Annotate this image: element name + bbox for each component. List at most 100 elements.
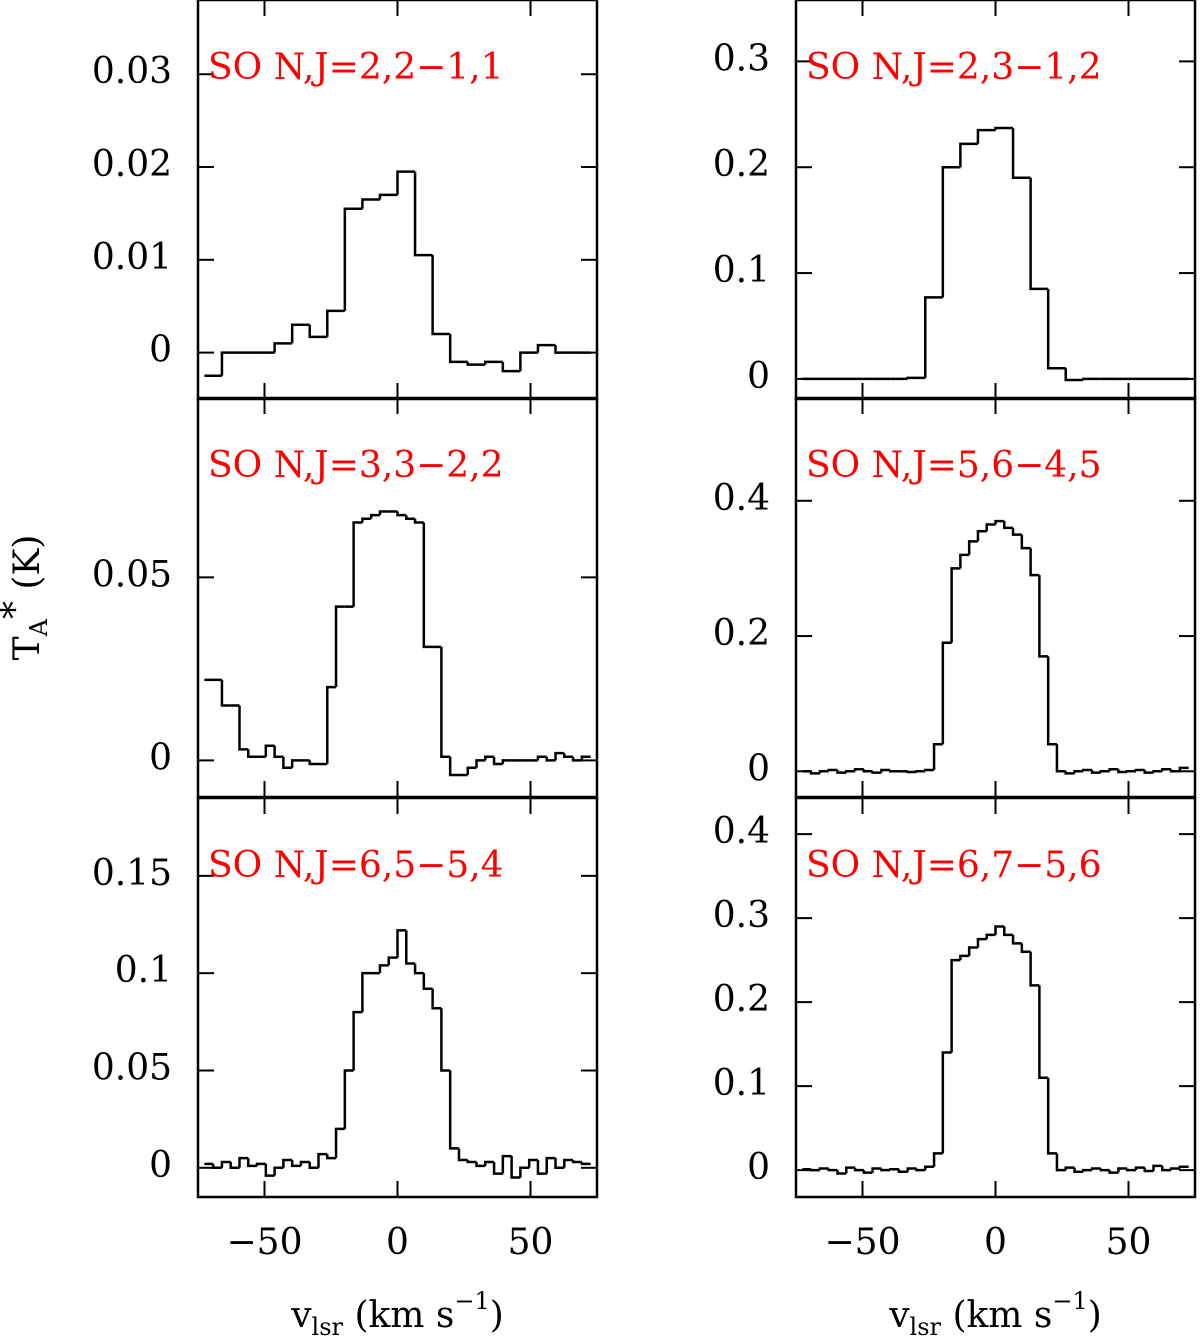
step-segment [273,342,293,353]
label-part: (K) [7,535,48,601]
step-segment [308,324,328,339]
line-label: SO N,J=6,5−5,4 [208,845,504,886]
step-segment [211,1163,222,1170]
step-segment [229,1161,240,1170]
step-segment [994,519,1005,525]
step-segment [862,769,873,773]
step-segment [247,1158,258,1168]
step-segment [431,988,442,1010]
step-segment [924,296,943,378]
step-segment [967,540,978,555]
step-segment [264,1163,275,1177]
x-tick-label: 50 [508,1222,554,1263]
y-tick-label: 0.01 [92,237,172,278]
y-axis-label: TA* (K) [0,535,53,661]
step-segment [827,768,838,772]
step-segment [378,964,389,974]
step-segment [924,768,935,772]
step-segment [1125,770,1136,773]
line-label: SO N,J=2,3−1,2 [806,47,1102,88]
step-segment [413,171,433,257]
x-tick-label: −50 [825,1222,901,1263]
step-segment [519,351,538,372]
step-segment [484,755,495,761]
step-segment [571,1160,582,1164]
step-segment [352,1010,363,1071]
step-segment [466,361,486,366]
step-segment [1152,770,1163,773]
label-part: A [25,618,53,637]
step-segment [853,1167,864,1172]
label-part: v [888,1295,910,1336]
step-segment [501,1154,512,1174]
step-segment [536,755,547,761]
step-segment [924,1165,935,1171]
step-segment [247,749,258,758]
line-label: SO N,J=2,2−1,1 [208,47,504,88]
x-tick-label: −50 [227,1222,303,1263]
step-segment [317,1152,328,1168]
step-segment [361,971,372,1013]
step-segment [1161,768,1172,772]
y-tick-label: 0.03 [92,51,172,92]
step-segment [976,937,987,948]
step-segment [1029,548,1040,577]
step-segment [906,770,917,774]
step-segment [422,522,433,649]
step-segment [1117,1167,1128,1173]
step-segment [273,745,284,758]
y-tick-label: 0.05 [92,554,172,595]
step-segment [220,679,231,707]
step-segment [941,165,961,298]
step-segment [308,760,319,766]
step-segment [906,1167,917,1172]
label-part: lsr [910,1313,942,1341]
step-segment [536,343,556,353]
step-segment [554,345,574,354]
step-segment [985,933,996,940]
step-segment [1055,1153,1066,1172]
step-segment [563,753,574,758]
step-segment [290,759,301,768]
step-segment [290,1160,301,1168]
step-segment [238,705,249,751]
step-segment [976,529,987,542]
y-tick-label: 0.1 [713,250,770,291]
step-segment [431,255,451,336]
step-segment [220,351,240,376]
step-segment [994,126,1014,131]
step-segment [580,755,591,761]
step-segment [845,1166,856,1174]
label-part: −1 [1052,1287,1087,1315]
step-segment [897,1169,908,1174]
step-segment [378,193,398,200]
step-segment [536,1160,547,1175]
step-segment [1064,368,1084,382]
step-segment [959,553,970,569]
step-segment [915,770,926,773]
y-tick-label: 0.4 [713,811,770,852]
label-part: T [7,636,48,660]
step-segment [457,1148,468,1162]
step-segment [422,973,433,990]
step-segment [1055,744,1066,773]
step-segment [1108,768,1119,772]
step-segment [220,1160,231,1168]
step-segment [554,751,565,761]
step-segment [1178,1165,1189,1169]
step-segment [396,511,407,517]
step-segment [413,963,424,975]
step-segment [238,1156,249,1168]
step-segment [580,1161,591,1166]
step-segment [1090,1167,1101,1171]
step-segment [290,323,310,344]
step-segment [994,925,1005,935]
step-segment [1029,177,1049,291]
step-segment [1011,527,1022,536]
step-segment [554,1158,565,1170]
step-segment [484,1160,495,1166]
step-segment [571,756,582,762]
y-tick-label: 0.05 [92,1047,172,1088]
step-segment [941,1051,952,1154]
